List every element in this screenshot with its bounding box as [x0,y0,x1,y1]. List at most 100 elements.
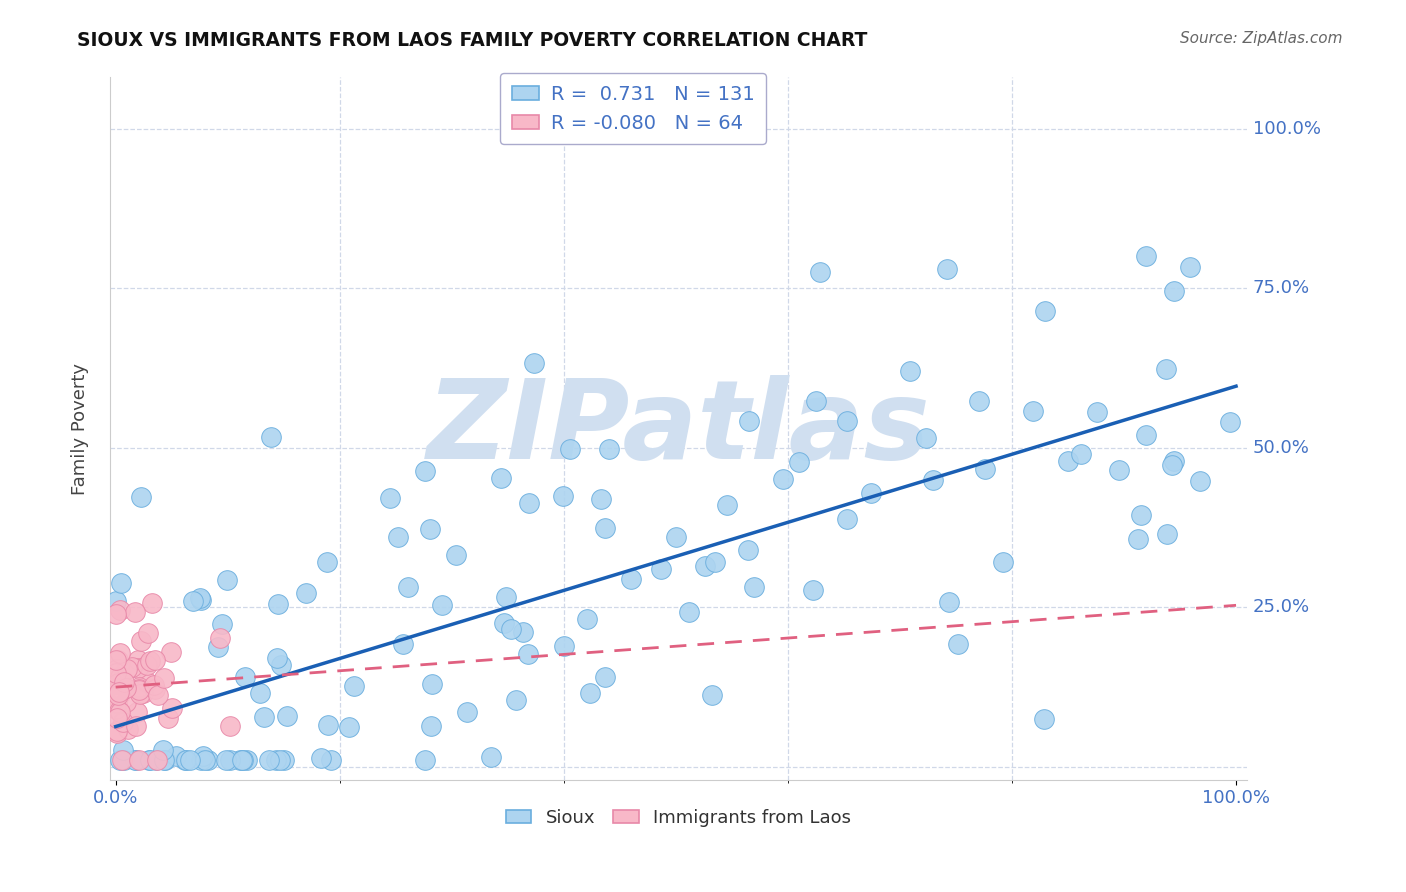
Point [430,598,453,612]
Point [678,605,700,619]
Point [499,622,522,636]
Point [219,719,242,733]
Point [1180,260,1202,274]
Point [128,683,150,698]
Point [808,265,831,279]
Point [479,750,502,764]
Point [136,657,159,672]
Point [835,512,858,526]
Point [124,606,146,620]
Point [744,580,766,594]
Point [315,555,337,569]
Point [160,645,183,659]
Point [110,676,132,690]
Point [1135,428,1157,442]
Point [576,612,599,626]
Text: 50.0%: 50.0% [1253,439,1310,457]
Point [110,706,132,720]
Point [396,580,419,594]
Point [419,719,441,733]
Point [444,548,467,562]
Point [316,717,339,731]
Point [211,616,233,631]
Point [1033,304,1056,318]
Point [181,593,204,607]
Text: 75.0%: 75.0% [1253,279,1310,297]
Y-axis label: Family Poverty: Family Poverty [72,362,89,494]
Point [125,718,148,732]
Point [789,455,811,469]
Point [174,754,197,768]
Point [495,590,517,604]
Point [1189,475,1212,489]
Point [517,496,540,510]
Point [110,754,132,768]
Point [914,431,936,445]
Point [921,473,943,487]
Point [492,615,515,630]
Point [207,640,229,655]
Point [232,754,254,768]
Point [146,754,169,768]
Point [111,714,134,729]
Point [266,598,288,612]
Point [512,624,534,639]
Point [136,626,159,640]
Point [115,695,138,709]
Point [112,674,135,689]
Point [835,414,858,428]
Point [589,491,612,506]
Point [105,665,128,680]
Point [1085,405,1108,419]
Point [703,555,725,569]
Point [105,674,128,689]
Point [772,472,794,486]
Point [598,442,620,456]
Point [738,414,761,428]
Text: 25.0%: 25.0% [1253,599,1310,616]
Point [898,364,921,378]
Point [553,640,575,654]
Point [505,693,527,707]
Point [253,710,276,724]
Point [343,679,366,693]
Point [108,704,131,718]
Point [197,754,219,768]
Point [273,754,295,768]
Point [801,582,824,597]
Point [107,676,129,690]
Point [108,603,131,617]
Point [804,394,827,409]
Point [110,647,132,661]
Point [190,592,212,607]
Point [295,586,318,600]
Point [125,705,148,719]
Point [108,670,131,684]
Point [387,530,409,544]
Point [1070,447,1092,461]
Point [193,749,215,764]
Point [110,576,132,591]
Point [1033,712,1056,726]
Point [143,678,166,692]
Point [132,686,155,700]
Point [152,671,174,685]
Point [420,677,443,691]
Point [115,662,138,676]
Point [121,660,143,674]
Point [143,682,166,697]
Point [1219,415,1241,429]
Point [859,486,882,500]
Point [1163,453,1185,467]
Point [249,685,271,699]
Point [489,470,512,484]
Point [1161,458,1184,473]
Point [104,702,127,716]
Point [392,637,415,651]
Point [208,631,231,645]
Point [558,442,581,456]
Point [516,647,538,661]
Point [1126,532,1149,546]
Point [105,685,128,699]
Point [107,653,129,667]
